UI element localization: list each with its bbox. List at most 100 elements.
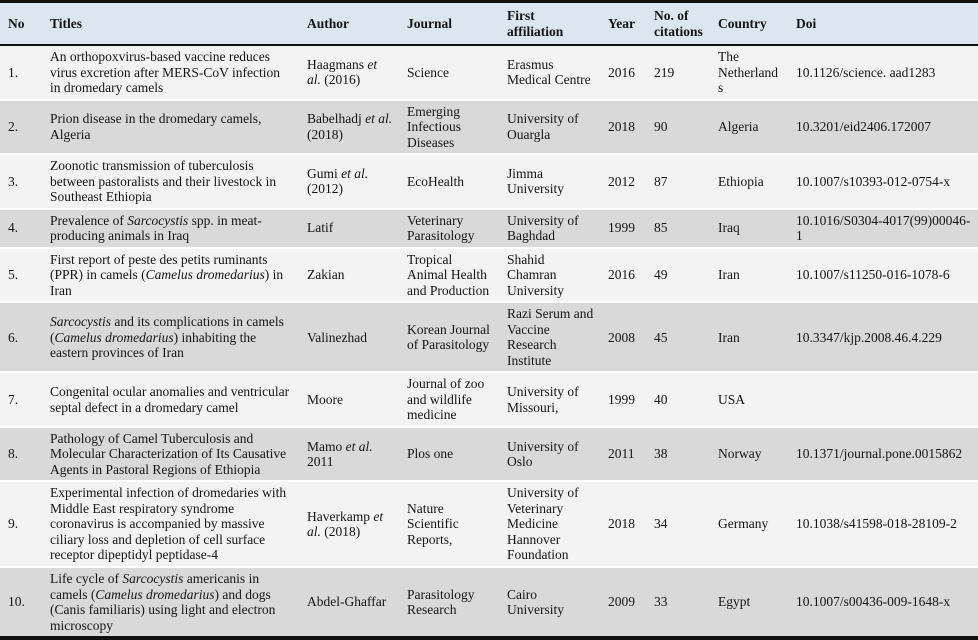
col-header-journal: Journal (399, 1, 499, 47)
cell-citations: 90 (654, 119, 668, 135)
cell-author: Moore (307, 391, 343, 407)
cell-doi: 10.1007/s10393-012-0754-x (796, 173, 951, 189)
cell-year: 2018 (608, 516, 635, 532)
cell-no: 1. (8, 64, 19, 80)
cell-title: Prevalence of Sarcocystis spp. in meat-p… (50, 212, 262, 244)
cell-no: 2. (8, 119, 19, 135)
cell-no: 8. (8, 446, 19, 462)
cell-year: 2012 (608, 173, 635, 189)
cell-journal: EcoHealth (407, 173, 464, 189)
cell-journal: Nature Scientific Reports, (407, 500, 459, 547)
table-row: 9. Experimental infection of dromedaries… (0, 481, 978, 567)
cell-title: Life cycle of Sarcocystis americanis in … (50, 570, 276, 633)
cell-doi: 10.3201/eid2406.172007 (796, 119, 931, 135)
cell-title: Experimental infection of dromedaries wi… (50, 485, 287, 563)
cell-no: 7. (8, 391, 19, 407)
cell-doi: 10.1007/s00436-009-1648-x (796, 594, 951, 610)
table-row: 5. First report of peste des petits rumi… (0, 247, 978, 303)
cell-author: Gumi et al. (2012) (307, 165, 369, 197)
cell-country: Ethiopia (718, 173, 764, 189)
col-header-titles: Titles (42, 1, 299, 47)
col-header-affiliation: First affiliation (499, 1, 600, 47)
cell-no: 4. (8, 220, 19, 236)
cell-affiliation: University of Ouargla (507, 111, 579, 142)
cell-journal: Veterinary Parasitology (407, 212, 475, 244)
cell-year: 2008 (608, 329, 635, 345)
table-row: 8. Pathology of Camel Tuberculosis and M… (0, 426, 978, 482)
cell-citations: 38 (654, 446, 668, 462)
cell-no: 3. (8, 173, 19, 189)
header-row: No Titles Author Journal First affiliati… (0, 1, 978, 47)
cell-affiliation: University of Missouri, (507, 384, 579, 415)
cell-doi: 10.1126/science. aad1283 (796, 64, 936, 80)
cell-no: 5. (8, 267, 19, 283)
table-header: No Titles Author Journal First affiliati… (0, 1, 978, 47)
col-header-author: Author (299, 1, 399, 47)
table-row: 7. Congenital ocular anomalies and ventr… (0, 372, 978, 427)
table-row: 2. Prion disease in the dromedary camels… (0, 99, 978, 155)
cell-title: Prion disease in the dromedary camels, A… (50, 111, 262, 142)
cell-affiliation: Erasmus Medical Centre (507, 56, 591, 88)
cell-author: Valinezhad (307, 329, 367, 345)
cell-journal: Parasitology Research (407, 586, 475, 618)
table-row: 4. Prevalence of Sarcocystis spp. in mea… (0, 208, 978, 248)
cell-affiliation: Jimma University (507, 165, 564, 197)
cell-year: 1999 (608, 391, 635, 407)
cell-country: USA (718, 391, 746, 407)
cell-doi: 10.1016/S0304-4017(99)00046-1 (796, 212, 971, 244)
cell-journal: Journal of zoo and wildlife medicine (407, 376, 485, 423)
cell-affiliation: University of Oslo (507, 438, 579, 470)
cell-author: Babelhadj et al. (2018) (307, 111, 393, 142)
cell-affiliation: Cairo University (507, 586, 564, 618)
cell-title: Congenital ocular anomalies and ventricu… (50, 384, 290, 415)
cell-country: The Netherlands (718, 49, 778, 96)
cell-author: Haagmans et al. (2016) (307, 56, 378, 88)
table-row: 6. Sarcocystis and its complications in … (0, 302, 978, 373)
col-header-citations: No. of citations (646, 1, 710, 47)
cell-year: 2016 (608, 267, 635, 283)
cell-country: Iran (718, 267, 740, 283)
cell-doi: 10.1038/s41598-018-28109-2 (796, 516, 957, 532)
table-row: 3. Zoonotic transmission of tuberculosis… (0, 154, 978, 209)
cell-journal: Plos one (407, 446, 454, 462)
cell-journal: Korean Journal of Parasitology (407, 321, 490, 353)
cell-title: Zoonotic transmission of tuberculosis be… (50, 158, 277, 205)
cell-doi (788, 372, 978, 427)
cell-citations: 34 (654, 516, 668, 532)
cell-journal: Emerging Infectious Diseases (407, 103, 461, 150)
cell-country: Iran (718, 329, 740, 345)
cell-title: Pathology of Camel Tuberculosis and Mole… (50, 430, 287, 477)
cell-citations: 45 (654, 329, 668, 345)
cell-affiliation: Shahid Chamran University (507, 251, 564, 298)
cell-title: Sarcocystis and its complications in cam… (50, 314, 284, 361)
cell-year: 2018 (608, 119, 635, 135)
col-header-doi: Doi (788, 1, 978, 47)
table-body: 1. An orthopoxvirus-based vaccine reduce… (0, 45, 978, 639)
cell-citations: 219 (654, 64, 675, 80)
col-header-year: Year (600, 1, 646, 47)
cell-author: Abdel-Ghaffar (307, 594, 387, 610)
cell-doi: 10.1371/journal.pone.0015862 (796, 446, 963, 462)
cell-author: Haverkamp et al. (2018) (307, 508, 384, 540)
cell-doi: 10.1007/s11250-016-1078-6 (796, 267, 950, 283)
cell-citations: 33 (654, 594, 668, 610)
cell-author: Zakian (307, 267, 345, 283)
cell-citations: 40 (654, 391, 668, 407)
cell-country: Algeria (718, 119, 759, 135)
table-row: 10. Life cycle of Sarcocystis americanis… (0, 566, 978, 639)
cell-country: Norway (718, 446, 762, 462)
cell-title: First report of peste des petits ruminan… (50, 251, 284, 298)
cell-doi: 10.3347/kjp.2008.46.4.229 (796, 329, 942, 345)
cell-no: 6. (8, 329, 19, 345)
cell-country: Iraq (718, 220, 740, 236)
cell-author: Latif (307, 220, 334, 236)
cell-country: Egypt (718, 594, 751, 610)
cell-affiliation: University of Veterinary Medicine Hannov… (507, 485, 579, 563)
cell-journal: Science (407, 64, 449, 80)
cell-journal: Tropical Animal Health and Production (407, 251, 490, 298)
cell-year: 2009 (608, 594, 635, 610)
cell-author: Mamo et al. 2011 (307, 438, 373, 470)
cell-year: 2011 (608, 446, 635, 462)
cell-title: An orthopoxvirus-based vaccine reduces v… (50, 49, 280, 96)
